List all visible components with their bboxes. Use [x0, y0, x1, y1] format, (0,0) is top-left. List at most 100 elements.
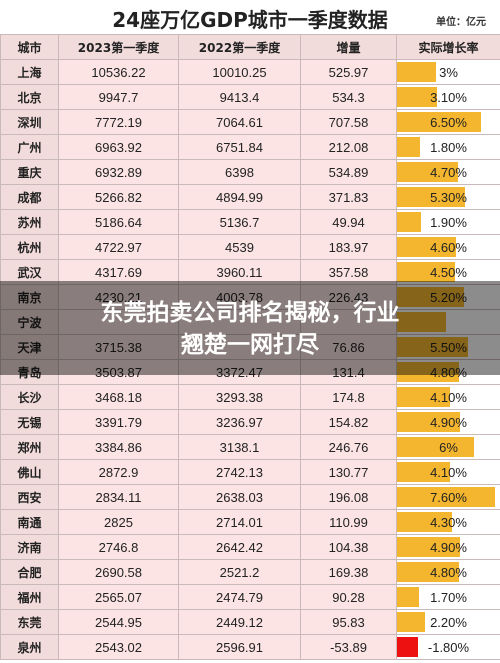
increase-cell: 131.4 [300, 359, 397, 385]
table-row: 青岛 3503.87 3372.47 131.4 4.80% [0, 359, 500, 385]
table-row: 济南 2746.8 2642.42 104.38 4.90% [0, 534, 500, 560]
q2023-cell: 2834.11 [58, 484, 179, 510]
growth-rate-bar [397, 112, 481, 132]
growth-rate-bar [397, 312, 446, 332]
q2022-cell: 2638.03 [178, 484, 301, 510]
q2022-cell: 3138.1 [178, 434, 301, 460]
q2022-cell: 3293.38 [178, 384, 301, 410]
increase-cell: -53.89 [300, 634, 397, 660]
q2023-cell: 2825 [58, 509, 179, 535]
q2023-cell: 3391.79 [58, 409, 179, 435]
q2023-cell: 4230.21 [58, 284, 179, 310]
q2023-cell: 4722.97 [58, 234, 179, 260]
increase-cell: 357.58 [300, 259, 397, 285]
growth-rate-cell: 4.10% [396, 384, 500, 410]
q2023-cell [58, 309, 179, 335]
growth-rate-bar [397, 162, 458, 182]
increase-cell: 371.83 [300, 184, 397, 210]
growth-rate-label: -1.80% [427, 639, 470, 655]
q2022-cell: 2474.79 [178, 584, 301, 610]
q2022-cell: 3960.11 [178, 259, 301, 285]
city-cell: 合肥 [0, 559, 59, 585]
headline-overlay: 东莞拍卖公司排名揭秘，行业 翘楚一网打尽 [0, 281, 500, 375]
growth-rate-cell: 6.50% [396, 109, 500, 135]
increase-cell: 525.97 [300, 59, 397, 85]
growth-rate-bar [397, 637, 418, 657]
growth-rate-label: 4.70% [430, 164, 467, 180]
headline-line-2: 翘楚一网打尽 [181, 332, 319, 358]
growth-rate-bar [397, 287, 464, 307]
growth-rate-label: 5.30% [430, 189, 467, 205]
q2022-cell: 6398 [178, 159, 301, 185]
growth-rate-bar [397, 437, 475, 457]
growth-rate-label: 4.60% [430, 239, 467, 255]
q2023-cell: 2746.8 [58, 534, 179, 560]
city-cell: 苏州 [0, 209, 59, 235]
growth-rate-bar [397, 262, 455, 282]
growth-rate-label: 4.10% [430, 464, 467, 480]
increase-cell: 707.58 [300, 109, 397, 135]
growth-rate-bar [397, 412, 461, 432]
city-cell: 南通 [0, 509, 59, 535]
increase-cell: 154.82 [300, 409, 397, 435]
city-cell: 无锡 [0, 409, 59, 435]
increase-cell: 534.89 [300, 159, 397, 185]
growth-rate-label: 1.90% [430, 214, 467, 230]
q2023-cell: 3715.38 [58, 334, 179, 360]
growth-rate-cell: 1.70% [396, 584, 500, 610]
increase-cell: 196.08 [300, 484, 397, 510]
table-header-row: 城市 2023第一季度 2022第一季度 增量 实际增长率 [0, 34, 500, 60]
growth-rate-label: 4.90% [430, 539, 467, 555]
column-header-2022q1: 2022第一季度 [178, 34, 301, 60]
growth-rate-cell: 4.60% [396, 234, 500, 260]
column-header-growth-rate: 实际增长率 [396, 34, 500, 60]
growth-rate-label: 2.20% [430, 614, 467, 630]
q2022-cell: 4539 [178, 234, 301, 260]
growth-rate-label: 4.30% [430, 514, 467, 530]
column-header-increase: 增量 [300, 34, 397, 60]
gdp-table: 城市 2023第一季度 2022第一季度 增量 实际增长率 上海 10536.22… [0, 34, 500, 660]
growth-rate-cell: 4.90% [396, 409, 500, 435]
city-cell: 广州 [0, 134, 59, 160]
q2023-cell: 2544.95 [58, 609, 179, 635]
q2023-cell: 7772.19 [58, 109, 179, 135]
table-row: 成都 5266.82 4894.99 371.83 5.30% [0, 184, 500, 210]
increase-cell: 110.99 [300, 509, 397, 535]
increase-cell: 76.86 [300, 334, 397, 360]
growth-rate-cell: 7.60% [396, 484, 500, 510]
city-cell: 上海 [0, 59, 59, 85]
q2022-cell: 2521.2 [178, 559, 301, 585]
table-row: 广州 6963.92 6751.84 212.08 1.80% [0, 134, 500, 160]
q2023-cell: 5186.64 [58, 209, 179, 235]
growth-rate-cell: 2.20% [396, 609, 500, 635]
growth-rate-bar [397, 562, 459, 582]
increase-cell: 90.28 [300, 584, 397, 610]
growth-rate-bar [397, 537, 461, 557]
city-cell: 杭州 [0, 234, 59, 260]
growth-rate-cell: 1.90% [396, 209, 500, 235]
table-row: 南通 2825 2714.01 110.99 4.30% [0, 509, 500, 535]
table-row: 合肥 2690.58 2521.2 169.38 4.80% [0, 559, 500, 585]
growth-rate-bar [397, 587, 419, 607]
q2023-cell: 6963.92 [58, 134, 179, 160]
city-cell: 济南 [0, 534, 59, 560]
growth-rate-label: 5.20% [430, 289, 467, 305]
growth-rate-label: 4.80% [430, 364, 467, 380]
city-cell: 郑州 [0, 434, 59, 460]
table-row: 西安 2834.11 2638.03 196.08 7.60% [0, 484, 500, 510]
table-row: 福州 2565.07 2474.79 90.28 1.70% [0, 584, 500, 610]
table-row: 郑州 3384.86 3138.1 246.76 6% [0, 434, 500, 460]
growth-rate-label: 7.60% [430, 489, 467, 505]
growth-rate-label: 6.50% [430, 114, 467, 130]
q2022-cell: 6751.84 [178, 134, 301, 160]
increase-cell: 169.38 [300, 559, 397, 585]
growth-rate-cell: 4.80% [396, 559, 500, 585]
q2022-cell: 4894.99 [178, 184, 301, 210]
headline-text: 东莞拍卖公司排名揭秘，行业 翘楚一网打尽 [20, 297, 480, 361]
table-row: 佛山 2872.9 2742.13 130.77 4.10% [0, 459, 500, 485]
q2022-cell: 2596.91 [178, 634, 301, 660]
growth-rate-bar [397, 212, 422, 232]
table-row: 重庆 6932.89 6398 534.89 4.70% [0, 159, 500, 185]
q2023-cell: 3384.86 [58, 434, 179, 460]
